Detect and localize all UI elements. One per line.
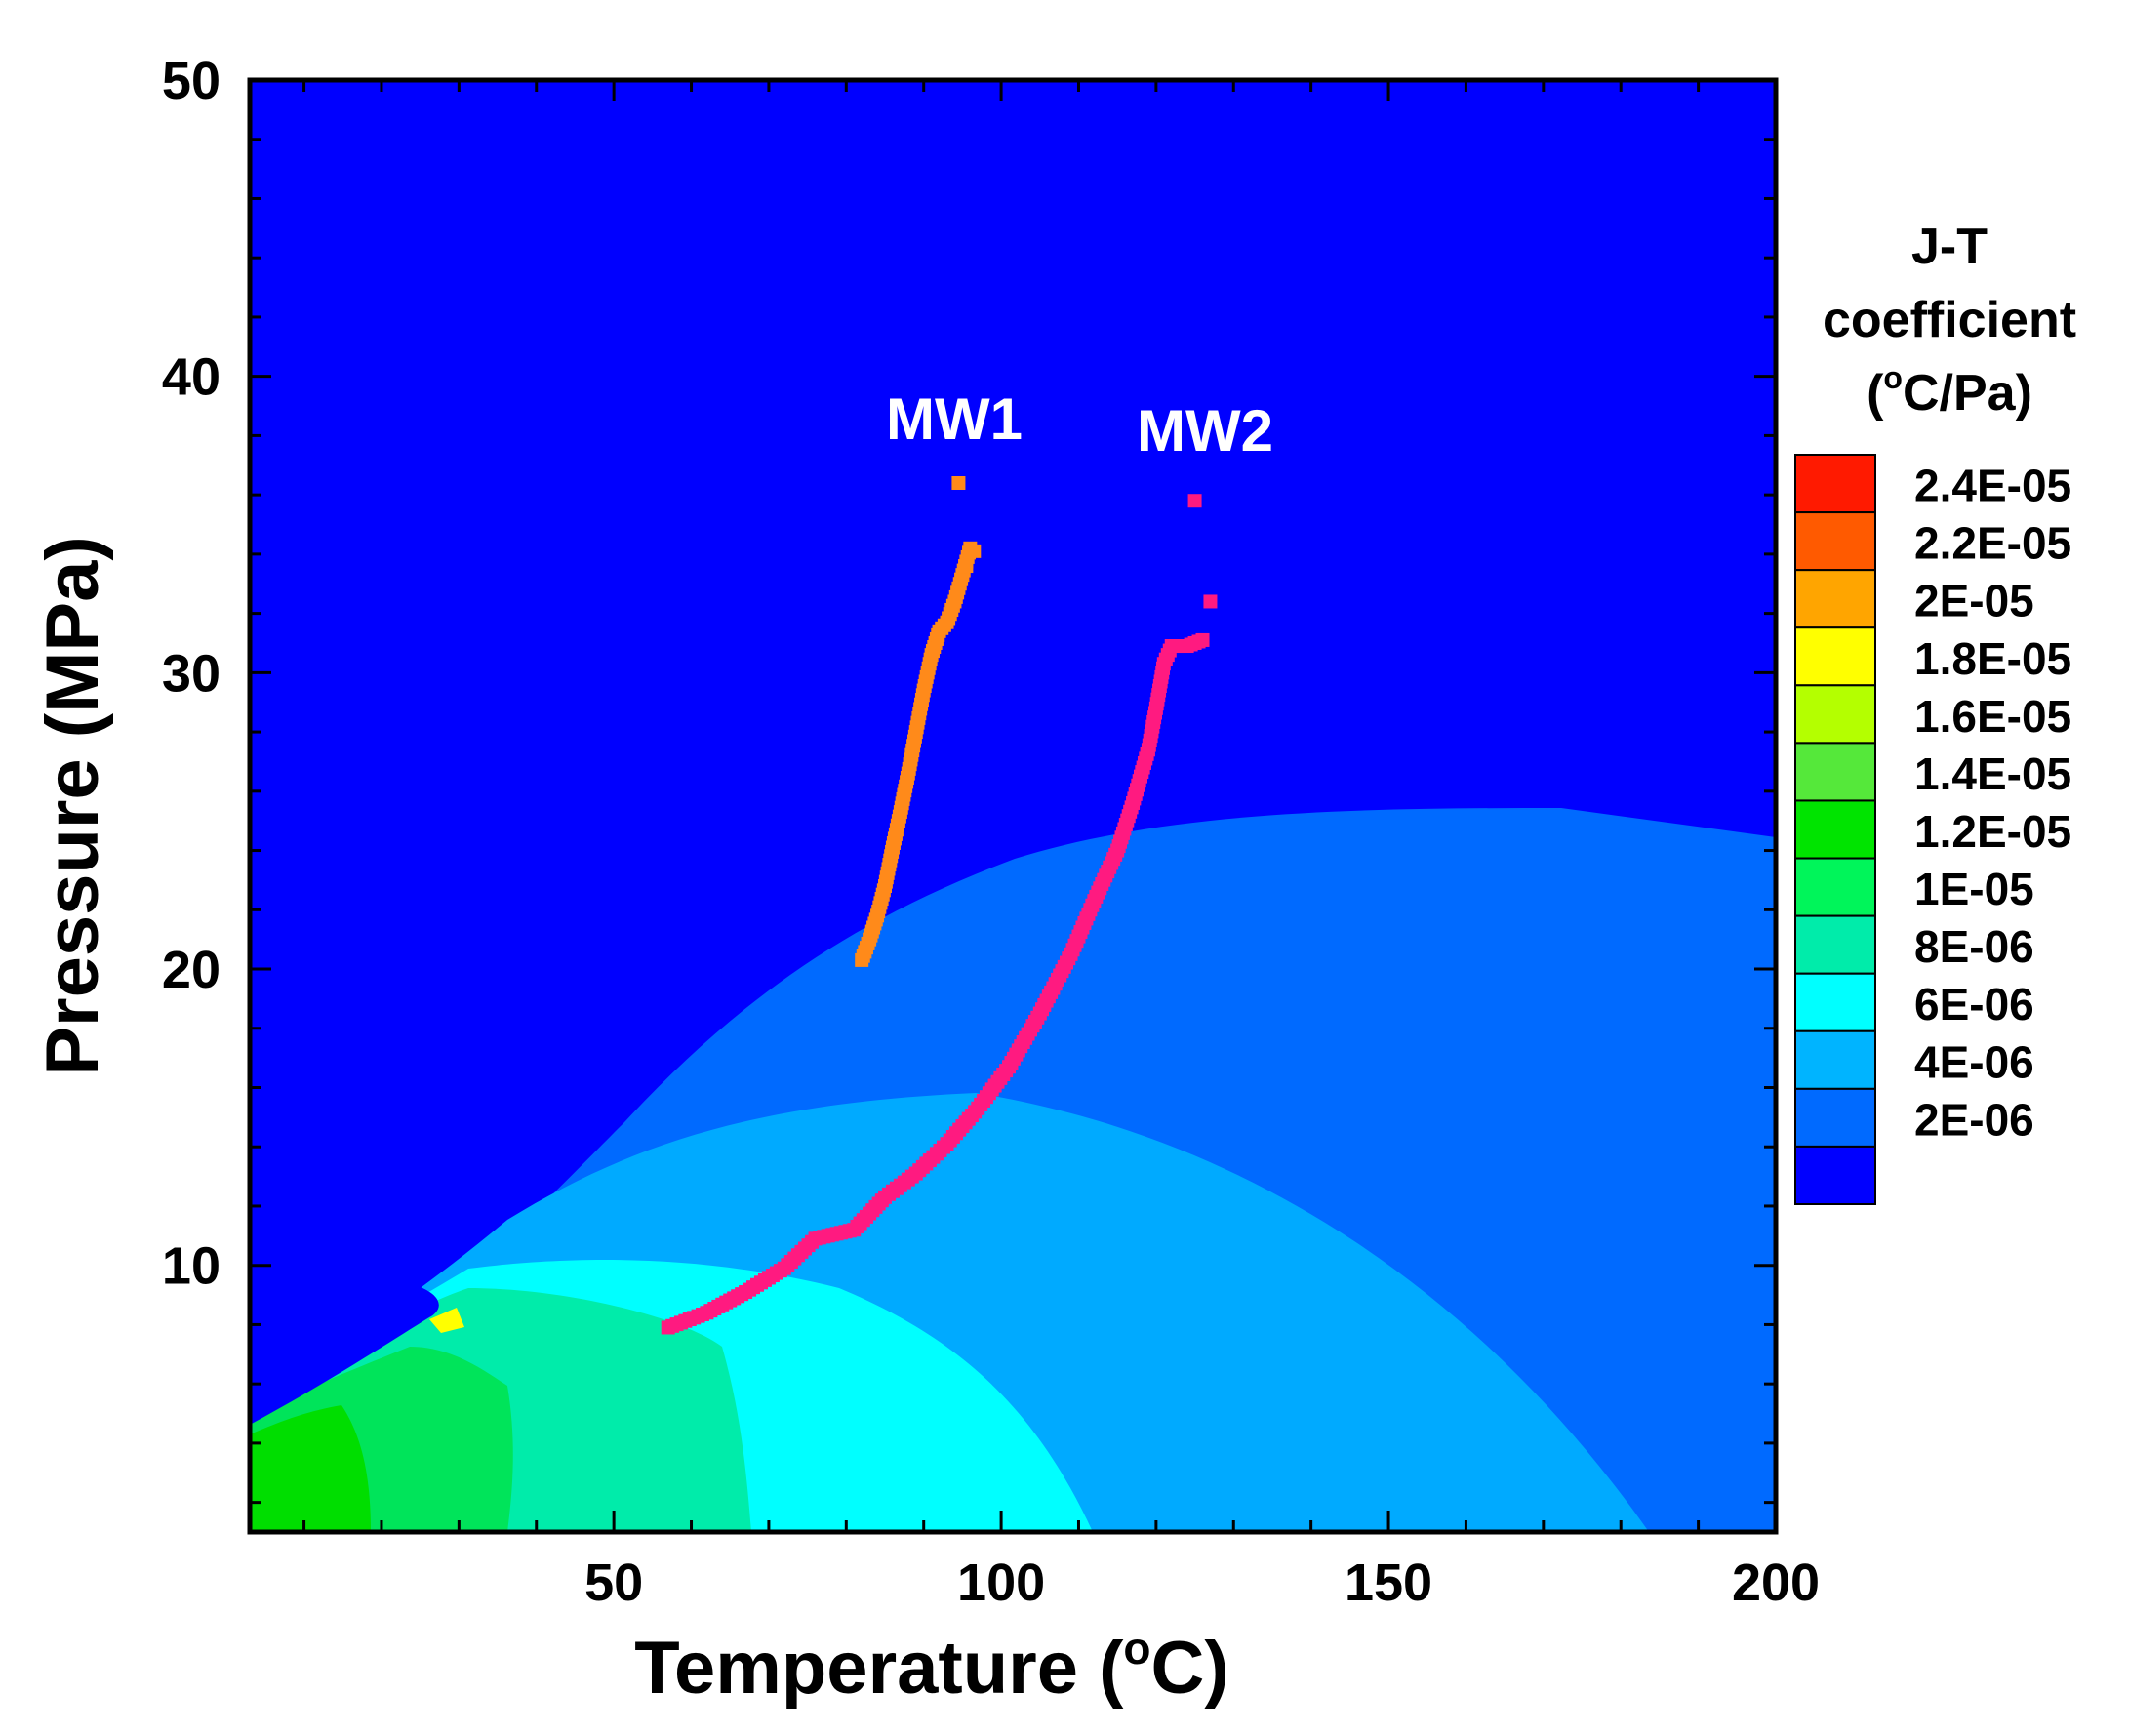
colorbar-level-label: 1.6E-05 <box>1914 691 2071 742</box>
colorbar-swatch <box>1794 511 1876 572</box>
colorbar-swatch <box>1794 684 1876 745</box>
series-label-mw2: MW2 <box>1137 398 1273 464</box>
series-mw2 <box>661 494 1218 1335</box>
colorbar-level-label: 2E-05 <box>1914 576 2034 626</box>
colorbar-level-label: 4E-06 <box>1914 1036 2034 1087</box>
data-point-outlier <box>967 544 982 558</box>
colorbar-swatch <box>1794 569 1876 629</box>
data-point <box>1195 632 1210 647</box>
y-tick-label-40: 40 <box>162 348 221 407</box>
x-axis-title: Temperature (oC) <box>634 1623 1228 1710</box>
colorbar-level-label: 1.2E-05 <box>1914 806 2071 857</box>
region-upper-cap <box>250 1269 439 1425</box>
colorbar-level-label: 2E-06 <box>1914 1094 2034 1145</box>
colorbar-level-label: 1E-05 <box>1914 864 2034 914</box>
y-tick-label-20: 20 <box>162 941 221 999</box>
plot-frame <box>247 77 1779 1535</box>
colorbar-level-label: 6E-06 <box>1914 979 2034 1029</box>
data-point-outlier <box>951 475 966 490</box>
colorbar-swatch <box>1794 972 1876 1032</box>
colorbar: J-T coefficient (oC/Pa) 2.4E-05 2.2E-05 2E… <box>1794 219 2076 1206</box>
colorbar-level-label: 1.4E-05 <box>1914 748 2071 799</box>
y-tick-labels: 10 20 30 40 50 <box>162 52 221 1296</box>
x-tick-label-150: 150 <box>1345 1554 1432 1612</box>
contour-regions <box>250 80 1776 1532</box>
data-point-outlier <box>1203 594 1218 609</box>
axis-ticks <box>250 78 1778 1532</box>
x-tick-label-200: 200 <box>1732 1554 1820 1612</box>
data-series <box>661 475 1218 1335</box>
colorbar-level-label: 2.2E-05 <box>1914 518 2071 569</box>
series-label-mw1: MW1 <box>886 386 1023 452</box>
colorbar-swatch <box>1794 742 1876 802</box>
colorbar-swatch <box>1794 454 1876 514</box>
y-tick-label-30: 30 <box>162 644 221 703</box>
colorbar-title-line-3: (oC/Pa) <box>1867 360 2032 422</box>
x-tick-label-50: 50 <box>584 1554 643 1612</box>
data-point-outlier <box>1187 494 1202 508</box>
y-tick-label-10: 10 <box>162 1237 221 1296</box>
colorbar-level-label: 8E-06 <box>1914 921 2034 972</box>
region-2e-05-spot <box>429 1308 464 1333</box>
colorbar-swatch <box>1794 626 1876 687</box>
colorbar-swatches <box>1794 454 1876 1206</box>
colorbar-title-line-2: coefficient <box>1823 292 2076 348</box>
colorbar-swatch <box>1794 1029 1876 1090</box>
colorbar-title-line-1: J-T <box>1911 219 1988 275</box>
data-point-outlier <box>959 559 974 574</box>
colorbar-labels: 2.4E-05 2.2E-05 2E-05 1.8E-05 1.6E-05 1.4E-05… <box>1914 461 2071 1146</box>
x-tick-label-100: 100 <box>957 1554 1045 1612</box>
colorbar-level-label: 1.8E-05 <box>1914 633 2071 684</box>
colorbar-swatch <box>1794 1087 1876 1148</box>
series-mw1 <box>855 475 982 967</box>
region-1-4e-05 <box>250 1405 371 1532</box>
colorbar-swatch <box>1794 857 1876 917</box>
y-tick-label-50: 50 <box>162 52 221 110</box>
colorbar-level-label: 2.4E-05 <box>1914 461 2071 511</box>
y-axis-title: Pressure (MPa) <box>31 536 114 1075</box>
x-tick-labels: 50 100 150 200 <box>584 1554 1820 1612</box>
colorbar-swatch <box>1794 1145 1876 1206</box>
colorbar-swatch <box>1794 914 1876 975</box>
colorbar-swatch <box>1794 799 1876 860</box>
